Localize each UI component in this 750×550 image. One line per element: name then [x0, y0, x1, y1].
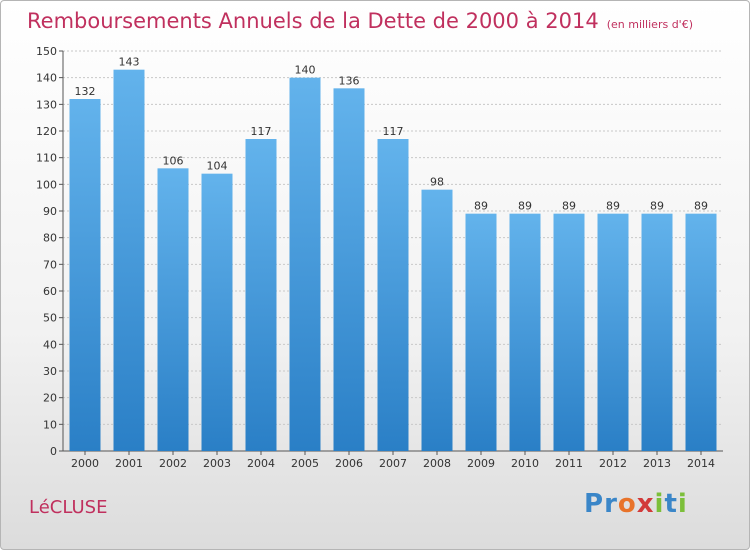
logo-letter: o: [617, 489, 637, 519]
bar-2007: [377, 139, 409, 451]
logo-letter: P: [584, 489, 605, 519]
value-label-2008: 98: [430, 176, 444, 189]
x-tick-labels: 2000 2001 2002 2003 2004 2005 2006 2007 2008 2009…: [71, 451, 715, 470]
y-tick-label-50: 50: [43, 312, 57, 325]
bar-2003: [201, 173, 233, 451]
x-tick-label-2013: 2013: [643, 457, 671, 470]
chart-title: Remboursements Annuels de la Dette de 20…: [27, 9, 693, 33]
logo-letter: t: [664, 489, 678, 519]
x-tick-label-2003: 2003: [203, 457, 231, 470]
bar-2006: [333, 88, 365, 451]
y-tick-label-10: 10: [43, 418, 57, 431]
x-tick-label-2014: 2014: [687, 457, 715, 470]
value-label-2014: 89: [694, 200, 708, 213]
y-tick-label-110: 110: [36, 152, 57, 165]
value-label-2005: 140: [295, 64, 316, 77]
bar-2004: [245, 139, 277, 451]
logo-letter: i: [677, 489, 688, 519]
value-label-2004: 117: [251, 125, 272, 138]
x-tick-label-2001: 2001: [115, 457, 143, 470]
bar-2000: [69, 99, 101, 451]
value-label-2013: 89: [650, 200, 664, 213]
x-tick-label-2006: 2006: [335, 457, 363, 470]
y-tick-label-150: 150: [36, 45, 57, 58]
bar-2010: [509, 213, 541, 451]
value-label-2003: 104: [207, 160, 228, 173]
value-label-2001: 143: [119, 56, 140, 69]
bar-2013: [641, 213, 673, 451]
logo-letter: r: [604, 489, 618, 519]
bar-2012: [597, 213, 629, 451]
x-tick-label-2004: 2004: [247, 457, 275, 470]
logo-letter: x: [636, 489, 655, 519]
value-label-2000: 132: [75, 85, 96, 98]
value-label-2010: 89: [518, 200, 532, 213]
y-tick-label-0: 0: [50, 445, 57, 458]
x-tick-label-2010: 2010: [511, 457, 539, 470]
y-tick-label-130: 130: [36, 98, 57, 111]
y-tick-label-80: 80: [43, 232, 57, 245]
logo-letter: i: [654, 489, 665, 519]
x-tick-label-2007: 2007: [379, 457, 407, 470]
bar-2014: [685, 213, 717, 451]
y-tick-label-60: 60: [43, 285, 57, 298]
y-tick-label-30: 30: [43, 365, 57, 378]
value-labels: 132 143 106 104 117 140 136 117 98 89 89 89 89 89 89: [75, 56, 709, 213]
bar-2009: [465, 213, 497, 451]
chart-title-text: Remboursements Annuels de la Dette de 20…: [27, 9, 599, 33]
x-tick-label-2012: 2012: [599, 457, 627, 470]
y-tick-label-90: 90: [43, 205, 57, 218]
value-label-2007: 117: [383, 125, 404, 138]
y-tick-label-140: 140: [36, 72, 57, 85]
y-tick-label-120: 120: [36, 125, 57, 138]
x-tick-label-2011: 2011: [555, 457, 583, 470]
value-label-2009: 89: [474, 200, 488, 213]
value-label-2006: 136: [339, 74, 360, 87]
bar-2001: [113, 69, 145, 452]
x-tick-label-2000: 2000: [71, 457, 99, 470]
x-tick-label-2009: 2009: [467, 457, 495, 470]
y-tick-label-70: 70: [43, 258, 57, 271]
x-tick-label-2008: 2008: [423, 457, 451, 470]
value-label-2012: 89: [606, 200, 620, 213]
value-label-2011: 89: [562, 200, 576, 213]
value-label-2002: 106: [163, 154, 184, 167]
commune-name: LéCLUSE: [29, 497, 108, 518]
y-tick-labels: 0 10 20 30 40 50 60 70 80 90 100 110 120 130 140 150: [36, 45, 57, 458]
bar-2008: [421, 189, 453, 451]
bar-2005: [289, 77, 321, 452]
x-tick-label-2002: 2002: [159, 457, 187, 470]
bars: [69, 69, 717, 452]
y-tick-label-40: 40: [43, 338, 57, 351]
x-tick-label-2005: 2005: [291, 457, 319, 470]
y-tick-label-20: 20: [43, 392, 57, 405]
bar-2002: [157, 168, 189, 452]
bar-2011: [553, 213, 585, 451]
proxiti-logo: Proxiti: [584, 489, 688, 519]
chart-unit-label: (en milliers d'€): [606, 18, 693, 31]
y-tick-label-100: 100: [36, 178, 57, 191]
